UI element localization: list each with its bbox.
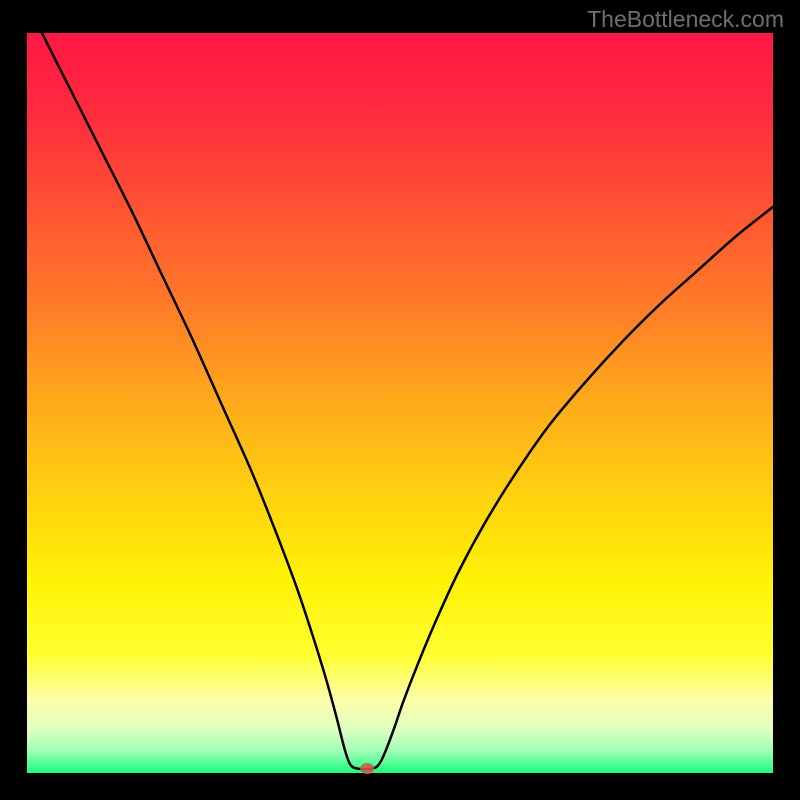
watermark-text: TheBottleneck.com — [587, 6, 784, 33]
optimum-marker — [360, 763, 374, 774]
chart-container: TheBottleneck.com — [0, 0, 800, 800]
bottleneck-chart — [0, 0, 800, 800]
plot-background — [27, 33, 773, 773]
